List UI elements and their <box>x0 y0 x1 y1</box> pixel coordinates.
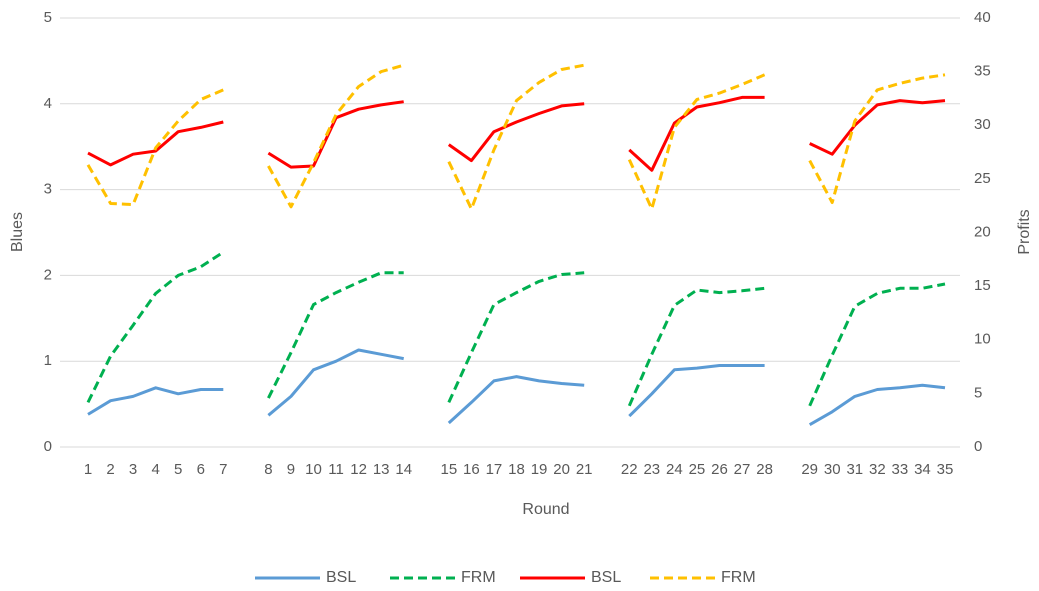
x-tick-label: 2 <box>106 461 114 478</box>
x-tick-label: 22 <box>621 461 638 478</box>
y2-tick-label: 20 <box>974 223 991 240</box>
x-tick-label: 11 <box>328 461 344 478</box>
y2-tick-label: 0 <box>974 438 982 455</box>
y2-tick-label: 30 <box>974 116 991 133</box>
y-tick-label: 0 <box>44 438 52 455</box>
series-line <box>86 250 946 407</box>
x-tick-label: 18 <box>508 461 525 478</box>
x-tick-label: 6 <box>197 461 205 478</box>
x-tick-label: 26 <box>711 461 728 478</box>
x-tick-label: 33 <box>892 461 909 478</box>
y2-axis-label: Profits <box>1016 209 1033 254</box>
x-tick-label: 27 <box>734 461 751 478</box>
y-tick-label: 3 <box>44 181 52 198</box>
series-line <box>87 348 946 427</box>
x-tick-label: 8 <box>264 461 272 478</box>
x-tick-label: 15 <box>440 461 457 478</box>
x-tick-label: 21 <box>576 461 593 478</box>
x-tick-label: 5 <box>174 461 182 478</box>
x-tick-label: 25 <box>689 461 706 478</box>
y2-tick-label: 25 <box>974 170 991 187</box>
y2-tick-label: 15 <box>974 277 991 294</box>
y-axis-label: Blues <box>9 212 26 252</box>
y2-tick-label: 40 <box>974 9 991 26</box>
x-tick-label: 35 <box>937 461 954 478</box>
series-line <box>87 95 946 172</box>
x-tick-label: 24 <box>666 461 683 478</box>
y-tick-label: 1 <box>44 352 52 369</box>
x-tick-label: 14 <box>395 461 412 478</box>
y-tick-label: 4 <box>44 95 52 112</box>
x-tick-label: 28 <box>756 461 773 478</box>
legend-label: FRM <box>461 569 496 586</box>
legend-label: BSL <box>591 569 621 586</box>
x-tick-label: 31 <box>846 461 863 478</box>
x-tick-label: 1 <box>84 461 92 478</box>
x-tick-label: 9 <box>287 461 295 478</box>
x-tick-label: 16 <box>463 461 480 478</box>
y2-tick-label: 35 <box>974 63 991 80</box>
x-tick-label: 4 <box>151 461 159 478</box>
x-tick-label: 20 <box>553 461 570 478</box>
x-tick-label: 10 <box>305 461 322 478</box>
x-tick-label: 19 <box>531 461 548 478</box>
x-tick-label: 23 <box>643 461 660 478</box>
y-tick-label: 5 <box>44 9 52 26</box>
x-tick-label: 13 <box>373 461 390 478</box>
y2-tick-label: 5 <box>974 384 982 401</box>
legend-label: FRM <box>721 569 756 586</box>
y2-tick-label: 10 <box>974 331 991 348</box>
series-line <box>86 63 946 211</box>
x-tick-label: 7 <box>219 461 227 478</box>
x-axis-label: Round <box>522 501 569 518</box>
x-tick-label: 30 <box>824 461 841 478</box>
x-tick-label: 32 <box>869 461 886 478</box>
y-tick-label: 2 <box>44 266 52 283</box>
x-tick-label: 3 <box>129 461 137 478</box>
x-tick-label: 12 <box>350 461 367 478</box>
x-tick-label: 17 <box>486 461 503 478</box>
legend-label: BSL <box>326 569 356 586</box>
x-tick-label: 29 <box>801 461 818 478</box>
x-tick-label: 34 <box>914 461 931 478</box>
